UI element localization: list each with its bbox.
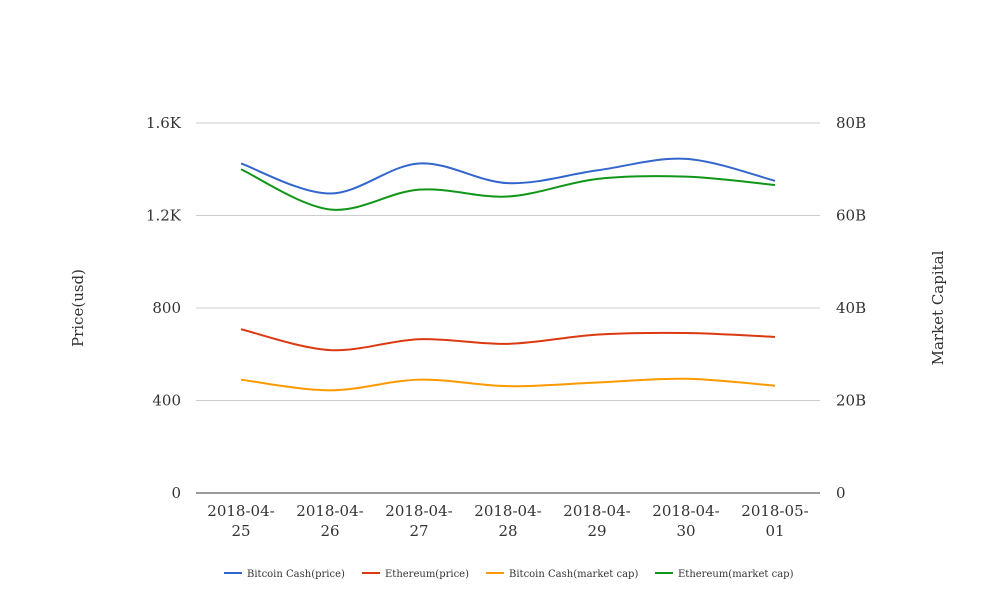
series-layer [240, 157, 776, 392]
series-line-2 [240, 377, 776, 392]
series-line-1 [240, 328, 776, 352]
legend-label: Ethereum(price) [385, 569, 469, 580]
y-right-tick-label: 0 [836, 484, 846, 502]
y-right-tick-label: 40B [836, 299, 866, 317]
x-tick-label: 2018-04-27 [385, 502, 452, 540]
x-tick-label: 2018-05-01 [741, 502, 808, 540]
x-tick-label: 2018-04-30 [652, 502, 719, 540]
y-left-tick-label: 400 [152, 392, 181, 410]
y-left-tick-label: 1.2K [146, 207, 182, 225]
y-left-tick-label: 1.6K [146, 114, 182, 132]
legend-label: Ethereum(market cap) [678, 569, 794, 580]
grid-layer [196, 122, 820, 494]
legend: Bitcoin Cash(price) Ethereum(price) Bitcoi… [224, 569, 794, 580]
x-tick-label: 2018-04-26 [296, 502, 363, 540]
y-left-tick-label: 800 [152, 299, 181, 317]
tick-layer: 0 400 800 1.2K 1.6K 0 20B 40B 60B 80B 2018-04-25 20… [146, 114, 866, 540]
legend-label: Bitcoin Cash(price) [247, 569, 345, 580]
y-left-axis-title: Price(usd) [69, 269, 87, 347]
x-tick-label: 2018-04-29 [563, 502, 630, 540]
legend-label: Bitcoin Cash(market cap) [509, 569, 638, 580]
y-right-tick-label: 80B [836, 114, 866, 132]
series-line-3 [240, 168, 776, 211]
x-tick-label: 2018-04-25 [207, 502, 274, 540]
y-left-tick-label: 0 [171, 484, 181, 502]
series-line-0 [240, 157, 776, 195]
y-right-axis-title: Market Capital [929, 250, 947, 365]
x-tick-label: 2018-04-28 [474, 502, 541, 540]
y-right-tick-label: 20B [836, 392, 866, 410]
y-right-tick-label: 60B [836, 207, 866, 225]
